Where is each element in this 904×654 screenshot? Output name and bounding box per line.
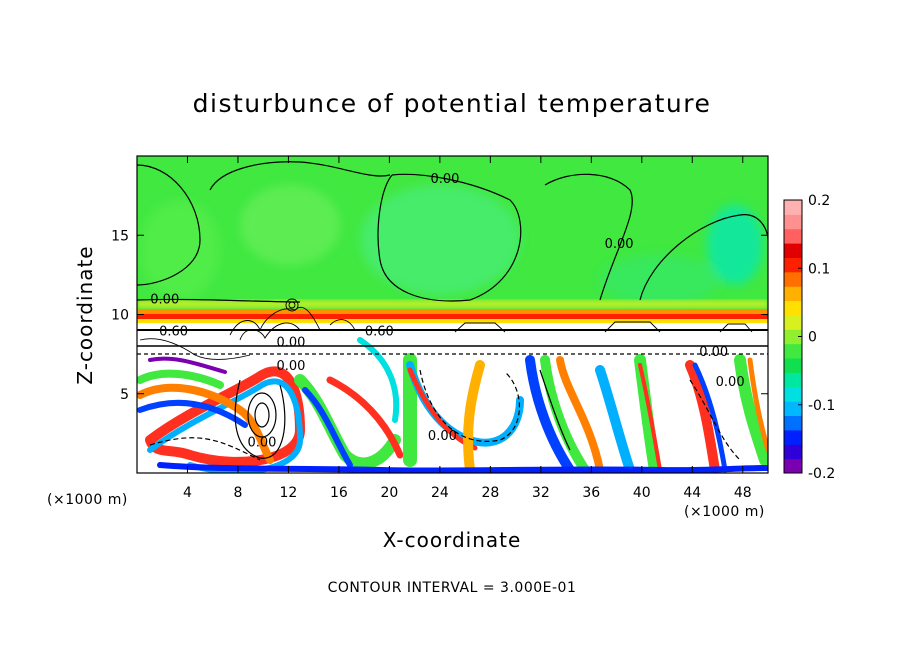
contour-clusters — [139, 298, 753, 360]
x-tick-label: 48 — [734, 485, 752, 501]
colorbar-tick-label: 0.2 — [808, 193, 830, 209]
x-tick-label: 40 — [633, 485, 651, 501]
contour-labels: 0.00 0.00 0.00 0.60 0.60 0.00 0.00 0.00 0.00 0.00… — [150, 172, 744, 450]
x-tick-label: 36 — [582, 485, 600, 501]
colorbar-swatch — [784, 271, 802, 287]
x-tick-label: 28 — [481, 485, 499, 501]
upper-layer-variations — [140, 185, 763, 305]
colorbar-swatch — [784, 257, 802, 273]
x-unit-label: (×1000 m) — [684, 504, 765, 520]
colorbar-tick-label: -0.2 — [808, 466, 835, 482]
contour-label: 0.00 — [699, 345, 728, 360]
x-tick-label: 4 — [183, 485, 192, 501]
x-tick-label: 16 — [330, 485, 348, 501]
colorbar-swatch — [784, 358, 802, 373]
band-orange — [137, 310, 768, 316]
contour-label: 0.00 — [605, 237, 634, 252]
chart-title: disturbunce of potential temperature — [193, 89, 712, 118]
colorbar-swatch — [784, 300, 802, 316]
x-tick-label: 8 — [233, 485, 242, 501]
colorbar-swatch — [784, 214, 802, 230]
contour-label: 0.00 — [247, 435, 276, 450]
x-tick-label: 32 — [532, 485, 550, 501]
colorbar-swatch — [784, 401, 802, 417]
y-axis: 5 10 15 — [111, 228, 768, 403]
x-tick-label: 12 — [280, 485, 298, 501]
colorbar-swatch — [784, 286, 802, 302]
band-red — [137, 314, 768, 319]
y-tick-label: 15 — [111, 228, 129, 244]
colorbar-swatch — [784, 243, 802, 258]
y-tick-label: 5 — [120, 387, 129, 403]
band-yellow-lower — [137, 319, 768, 323]
x-axis-label: X-coordinate — [383, 528, 522, 552]
contour-label: 0.00 — [276, 359, 305, 374]
colorbar-swatch — [784, 228, 802, 244]
y-axis-label: Z-coordinate — [73, 245, 97, 384]
contour-label: 0.00 — [276, 335, 305, 350]
colorbar-swatch — [784, 444, 802, 460]
x-tick-label: 24 — [431, 485, 449, 501]
colorbar-tick-label: 0 — [808, 330, 817, 346]
contour-label: 0.00 — [716, 375, 745, 390]
colorbar-swatch — [784, 343, 802, 359]
contour-label: 0.00 — [428, 429, 457, 444]
colorbar-swatch — [784, 429, 802, 445]
colorbar-swatch — [784, 200, 802, 215]
y-unit-label: (×1000 m) — [47, 492, 128, 508]
contour-label: 0.60 — [159, 324, 188, 339]
y-tick-label: 10 — [111, 308, 129, 324]
field-plot — [137, 156, 768, 473]
contour-interval-note: CONTOUR INTERVAL = 3.000E-01 — [328, 580, 577, 596]
colorbar-swatch — [784, 329, 802, 345]
x-axis: 4 8 12 16 20 24 28 32 36 40 44 48 — [183, 156, 752, 501]
colorbar-swatch — [784, 314, 802, 330]
x-tick-label: 20 — [380, 485, 398, 501]
colorbar-swatch — [784, 458, 802, 474]
colorbar: 0.2 0.1 0 -0.1 -0.2 — [783, 193, 835, 482]
colorbar-swatch — [784, 386, 802, 402]
band-yellow — [137, 300, 768, 308]
contour-label: 0.00 — [430, 172, 459, 187]
colorbar-tick-label: -0.1 — [808, 398, 835, 414]
x-tick-label: 44 — [683, 485, 701, 501]
colorbar-swatch — [784, 415, 802, 431]
contour-label: 0.60 — [365, 324, 394, 339]
colorbar-tick-label: 0.1 — [808, 261, 830, 277]
contour-label: 0.00 — [150, 293, 179, 308]
colorbar-swatch — [784, 372, 802, 388]
